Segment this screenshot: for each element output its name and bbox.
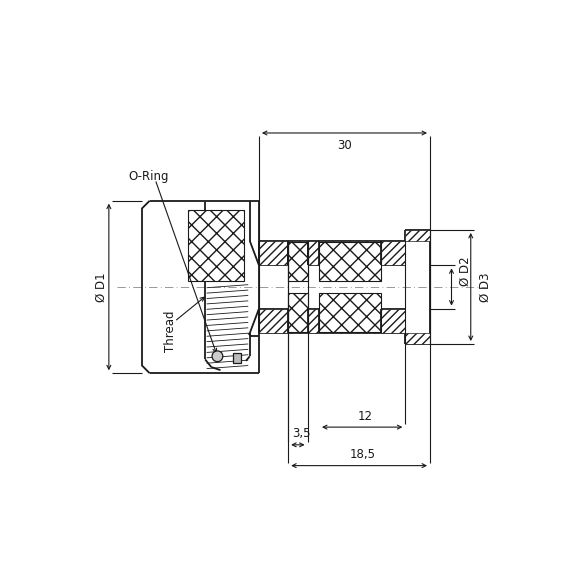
Bar <box>319 242 381 281</box>
Bar <box>405 230 430 241</box>
Bar <box>288 293 307 332</box>
Text: 3,5: 3,5 <box>293 427 311 440</box>
Text: 30: 30 <box>337 139 352 152</box>
Bar <box>288 242 307 281</box>
Text: Ø D3: Ø D3 <box>478 272 491 301</box>
Bar <box>259 308 405 333</box>
Bar <box>188 210 244 281</box>
Bar <box>319 293 381 332</box>
Circle shape <box>212 351 223 361</box>
Text: Ø D2: Ø D2 <box>459 257 472 286</box>
Text: 18,5: 18,5 <box>349 448 375 461</box>
Text: O-Ring: O-Ring <box>128 171 169 183</box>
Bar <box>233 353 242 363</box>
Text: Ø D1: Ø D1 <box>95 272 108 302</box>
Bar <box>259 241 405 265</box>
Text: Thread: Thread <box>164 310 177 352</box>
Bar <box>405 333 430 344</box>
Text: 12: 12 <box>358 410 372 423</box>
